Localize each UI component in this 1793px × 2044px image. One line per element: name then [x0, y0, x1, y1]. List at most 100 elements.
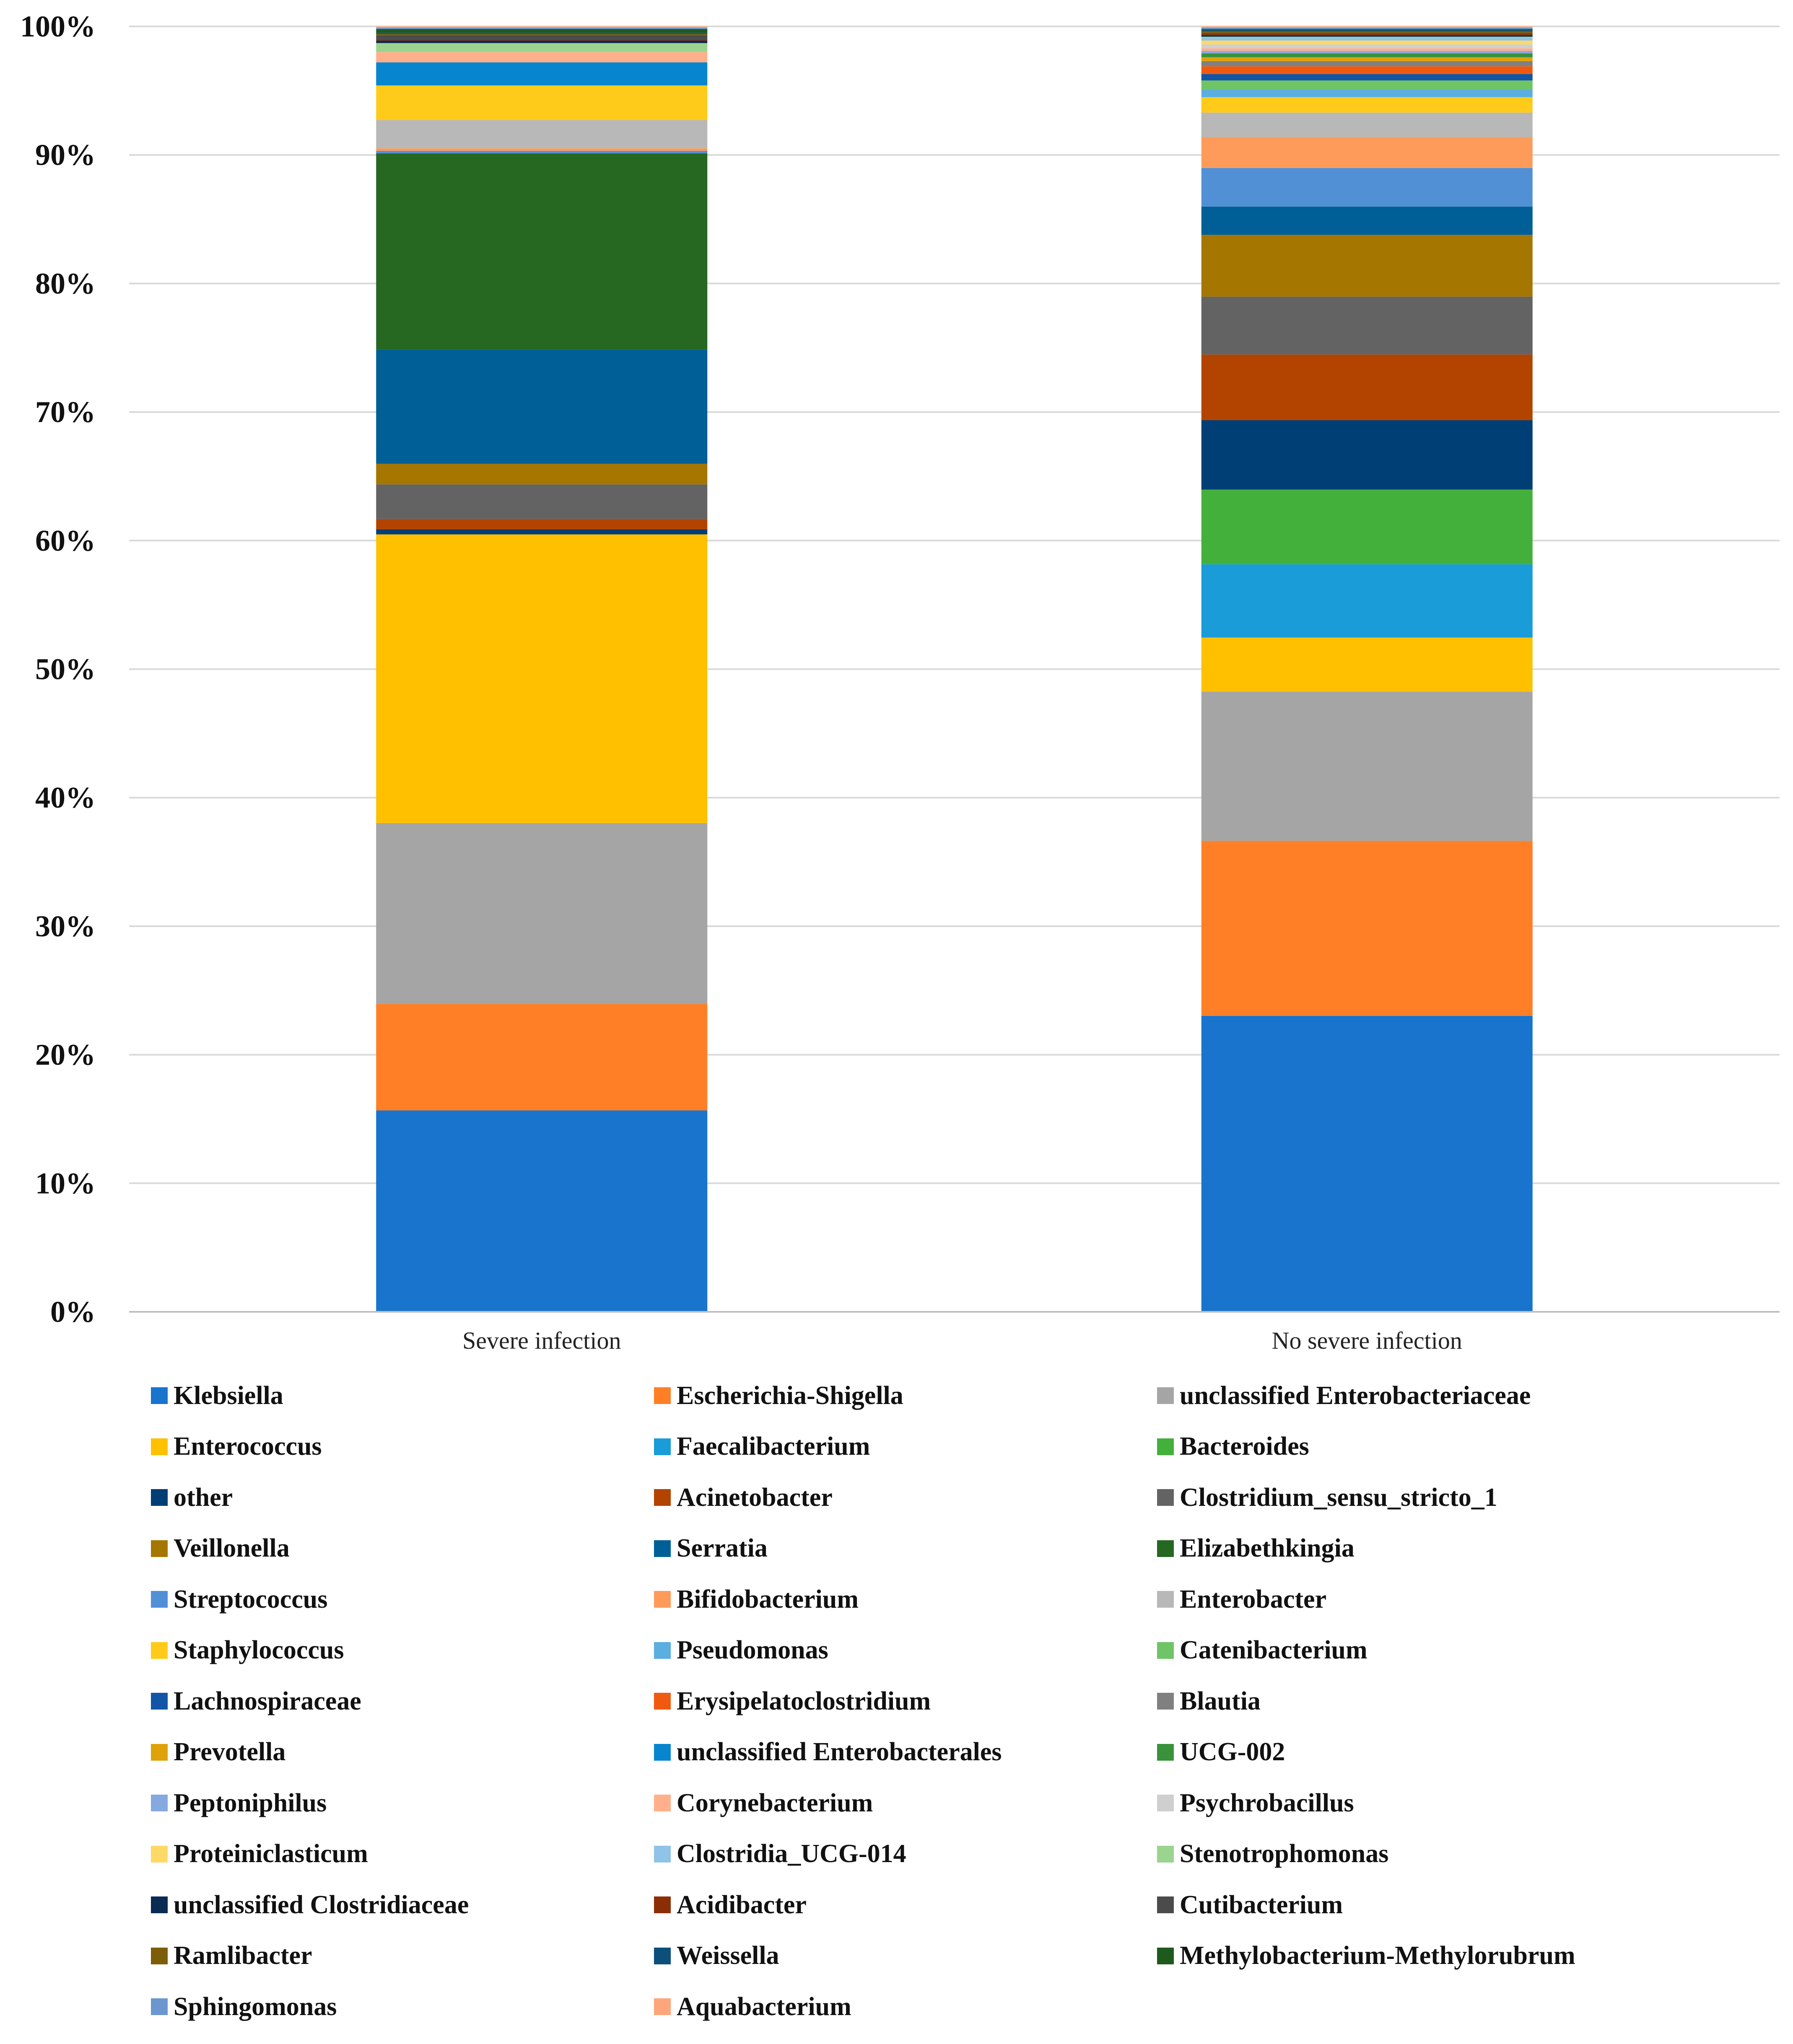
legend-item: Bacteroides: [1157, 1430, 1309, 1464]
legend-item: Staphylococcus: [151, 1634, 344, 1667]
legend-label: Methylobacterium-Methylorubrum: [1180, 1941, 1575, 1970]
legend-item: Pseudomonas: [654, 1634, 828, 1667]
bar-segment-Proteiniclasticum: [1201, 40, 1533, 44]
bar-segment-Staphylococcus: [1201, 97, 1533, 113]
legend-swatch: [1157, 1947, 1174, 1964]
x-category-label: Severe infection: [462, 1327, 621, 1354]
legend-swatch: [1157, 1387, 1174, 1404]
legend-label: Enterococcus: [174, 1432, 322, 1461]
legend-item: Aquabacterium: [654, 1990, 851, 2023]
bar-segment-unclassified Clostridiaceae: [376, 40, 708, 43]
legend-item: Ramlibacter: [151, 1939, 312, 1973]
bar-segment-unclassified Enterobacteriaceae: [376, 823, 708, 1004]
legend-item: unclassified Clostridiaceae: [151, 1888, 469, 1922]
bar-segment-unclassified Enterobacterales: [376, 62, 708, 85]
bar-segment-Aquabacterium: [376, 26, 708, 28]
legend-label: Lachnospiraceae: [174, 1686, 361, 1715]
legend-label: Bifidobacterium: [677, 1585, 859, 1614]
legend-swatch: [151, 1743, 168, 1761]
legend-item: unclassified Enterobacterales: [654, 1736, 1002, 1769]
legend-item: Clostridia_UCG-014: [654, 1837, 906, 1871]
legend-swatch: [151, 1845, 168, 1863]
bar-segment-Faecalibacterium: [1201, 564, 1533, 638]
legend-item: Acinetobacter: [654, 1481, 833, 1514]
bar-segment-Stenotrophomonas: [376, 43, 708, 52]
legend-swatch: [1157, 1795, 1174, 1811]
bar-segment-Elizabethkingia: [376, 153, 708, 350]
legend-label: Clostridia_UCG-014: [677, 1839, 906, 1868]
legend-label: UCG-002: [1180, 1738, 1285, 1766]
bar-segment-Veillonella: [376, 464, 708, 484]
legend-swatch: [654, 1693, 671, 1710]
legend-swatch: [654, 1540, 671, 1557]
bar-segment-Acinetobacter: [1201, 354, 1533, 420]
bar-segment-Enterococcus: [376, 534, 708, 823]
legend-label: Blautia: [1180, 1686, 1261, 1715]
legend-label: unclassified Enterobacteriaceae: [1180, 1381, 1531, 1410]
bar-segment-Methylobacterium-Methylorubrum: [1201, 29, 1533, 31]
legend-label: Staphylococcus: [174, 1636, 344, 1664]
bar-segment-Sphingomonas: [376, 28, 708, 29]
legend-swatch: [1157, 1489, 1174, 1506]
legend-item: Sphingomonas: [151, 1990, 337, 2023]
legend-label: Stenotrophomonas: [1180, 1839, 1389, 1868]
bar-segment-Methylobacterium-Methylorubrum: [376, 29, 708, 33]
legend-item: UCG-002: [1157, 1736, 1285, 1769]
y-tick-label: 10%: [35, 1166, 96, 1200]
legend-item: Erysipelatoclostridium: [654, 1684, 931, 1718]
legend-item: Weissella: [654, 1939, 779, 1973]
legend-swatch: [151, 1540, 168, 1557]
y-axis-tick-labels: 0% 10% 20% 30% 40% 50% 60% 70% 80% 90% 100%: [20, 10, 96, 1329]
legend-label: Veillonella: [174, 1534, 290, 1562]
legend-item: other: [151, 1481, 233, 1514]
legend-swatch: [654, 1896, 671, 1913]
bar-segment-Peptoniphilus: [1201, 51, 1533, 54]
y-tick-label: 50%: [35, 653, 96, 686]
legend-swatch: [1157, 1693, 1174, 1710]
legend-label: unclassified Clostridiaceae: [174, 1890, 469, 1919]
bar-segment-Cutibacterium: [1201, 33, 1533, 34]
bar-segment-Corynebacterium: [376, 52, 708, 62]
y-tick-label: 100%: [20, 10, 96, 43]
legend-swatch: [1157, 1845, 1174, 1863]
legend-item: Clostridium_sensu_stricto_1: [1157, 1481, 1497, 1514]
bar-segment-Pseudomonas: [1201, 89, 1533, 97]
legend-label: Escherichia-Shigella: [677, 1381, 903, 1410]
legend-label: Psychrobacillus: [1180, 1788, 1354, 1817]
bar-segment-Ramlibacter: [376, 34, 708, 36]
legend-label: Enterobacter: [1180, 1585, 1327, 1614]
legend-label: Corynebacterium: [677, 1788, 873, 1817]
legend-swatch: [151, 1896, 168, 1913]
legend-item: Corynebacterium: [654, 1786, 873, 1820]
bar-segment-Escherichia-Shigella: [376, 1004, 708, 1111]
bar-segment-unclassified Enterobacteriaceae: [1201, 692, 1533, 841]
legend-label: Acidibacter: [677, 1890, 807, 1919]
legend-swatch: [151, 1693, 168, 1710]
bar-segment-Enterobacter: [1201, 112, 1533, 137]
bar-segment-Psychrobacillus: [1201, 44, 1533, 49]
legend-label: Serratia: [677, 1534, 768, 1562]
bar-segment-Weissella: [1201, 30, 1533, 32]
y-tick-label: 20%: [35, 1038, 96, 1072]
legend-item: Peptoniphilus: [151, 1786, 327, 1820]
bar-segment-Erysipelatoclostridium: [1201, 66, 1533, 74]
bar-segment-Escherichia-Shigella: [1201, 841, 1533, 1016]
legend-item: Faecalibacterium: [654, 1430, 870, 1464]
legend-swatch: [1157, 1896, 1174, 1913]
bar-segment-Corynebacterium: [1201, 48, 1533, 51]
legend-label: Faecalibacterium: [677, 1432, 870, 1461]
legend-label: Acinetobacter: [677, 1483, 833, 1512]
bar-segment-other: [376, 529, 708, 535]
bar-segment-UCG-002: [1201, 53, 1533, 57]
legend-item: Veillonella: [151, 1532, 290, 1565]
legend-label: other: [174, 1483, 233, 1512]
bar-segment-Serratia: [376, 350, 708, 464]
legend-item: Lachnospiraceae: [151, 1684, 361, 1718]
legend-swatch: [654, 1743, 671, 1761]
legend-label: Peptoniphilus: [174, 1788, 327, 1817]
bar-segment-unclassified Clostridiaceae: [1201, 35, 1533, 37]
legend-swatch: [654, 1591, 671, 1608]
legend-label: Ramlibacter: [174, 1941, 312, 1970]
legend-swatch: [151, 1947, 168, 1964]
legend-label: Pseudomonas: [677, 1636, 828, 1664]
